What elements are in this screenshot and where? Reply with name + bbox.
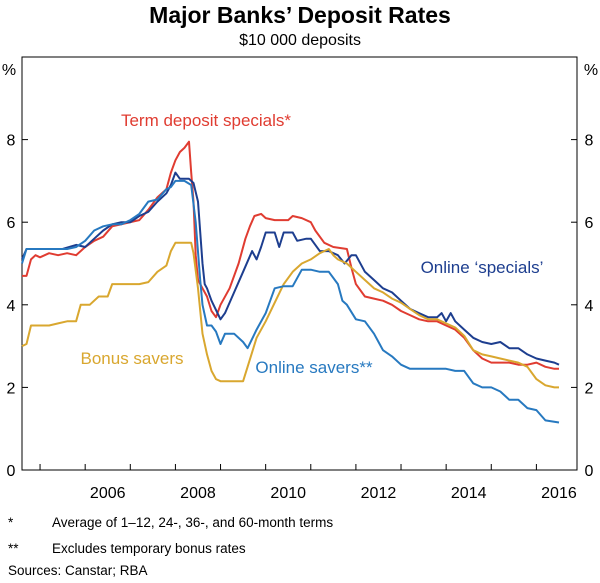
- series-line-1: [22, 140, 559, 370]
- footnote-1-text: Average of 1–12, 24-, 36-, and 60-month …: [52, 515, 334, 530]
- x-tick-label: 2006: [90, 485, 126, 502]
- y-tick-label-left: 4: [7, 298, 16, 315]
- y-axis-unit-left: %: [2, 62, 16, 79]
- footnote-1-mark: *: [8, 515, 14, 530]
- y-tick-label-right: 4: [585, 298, 594, 315]
- chart-title: Major Banks’ Deposit Rates: [149, 2, 451, 28]
- y-tick-label-right: 6: [585, 215, 594, 232]
- x-tick-label: 2010: [270, 485, 306, 502]
- x-tick-label: 2012: [361, 485, 397, 502]
- y-tick-label-right: 8: [585, 133, 594, 150]
- y-tick-label-left: 6: [7, 215, 16, 232]
- x-tick-label: 2016: [541, 485, 577, 502]
- footnote-2-mark: **: [8, 541, 19, 556]
- series-label-1: Term deposit specials*: [121, 111, 291, 130]
- series-line-4: [21, 179, 560, 424]
- y-axis-unit-right: %: [584, 62, 598, 79]
- y-tick-label-left: 2: [7, 380, 16, 397]
- series-label-2: Online ‘specials’: [421, 258, 544, 277]
- footnote-2-text: Excludes temporary bonus rates: [52, 541, 246, 556]
- chart-subtitle: $10 000 deposits: [239, 32, 361, 49]
- y-tick-label-right: 2: [585, 380, 594, 397]
- x-tick-label: 2008: [180, 485, 216, 502]
- x-tick-label: 2014: [451, 485, 487, 502]
- footnote-1: * Average of 1–12, 24-, 36-, and 60-month…: [8, 515, 333, 530]
- series-line-3: [21, 241, 559, 389]
- series-line-2: [21, 171, 560, 366]
- y-tick-label-right: 0: [585, 463, 594, 480]
- series-label-3: Bonus savers: [81, 349, 184, 368]
- footnote-2: ** Excludes temporary bonus rates: [8, 541, 246, 556]
- y-tick-label-left: 8: [7, 133, 16, 150]
- y-tick-label-left: 0: [7, 463, 16, 480]
- sources-note: Sources: Canstar; RBA: [8, 563, 148, 578]
- series-label-4: Online savers**: [255, 358, 373, 377]
